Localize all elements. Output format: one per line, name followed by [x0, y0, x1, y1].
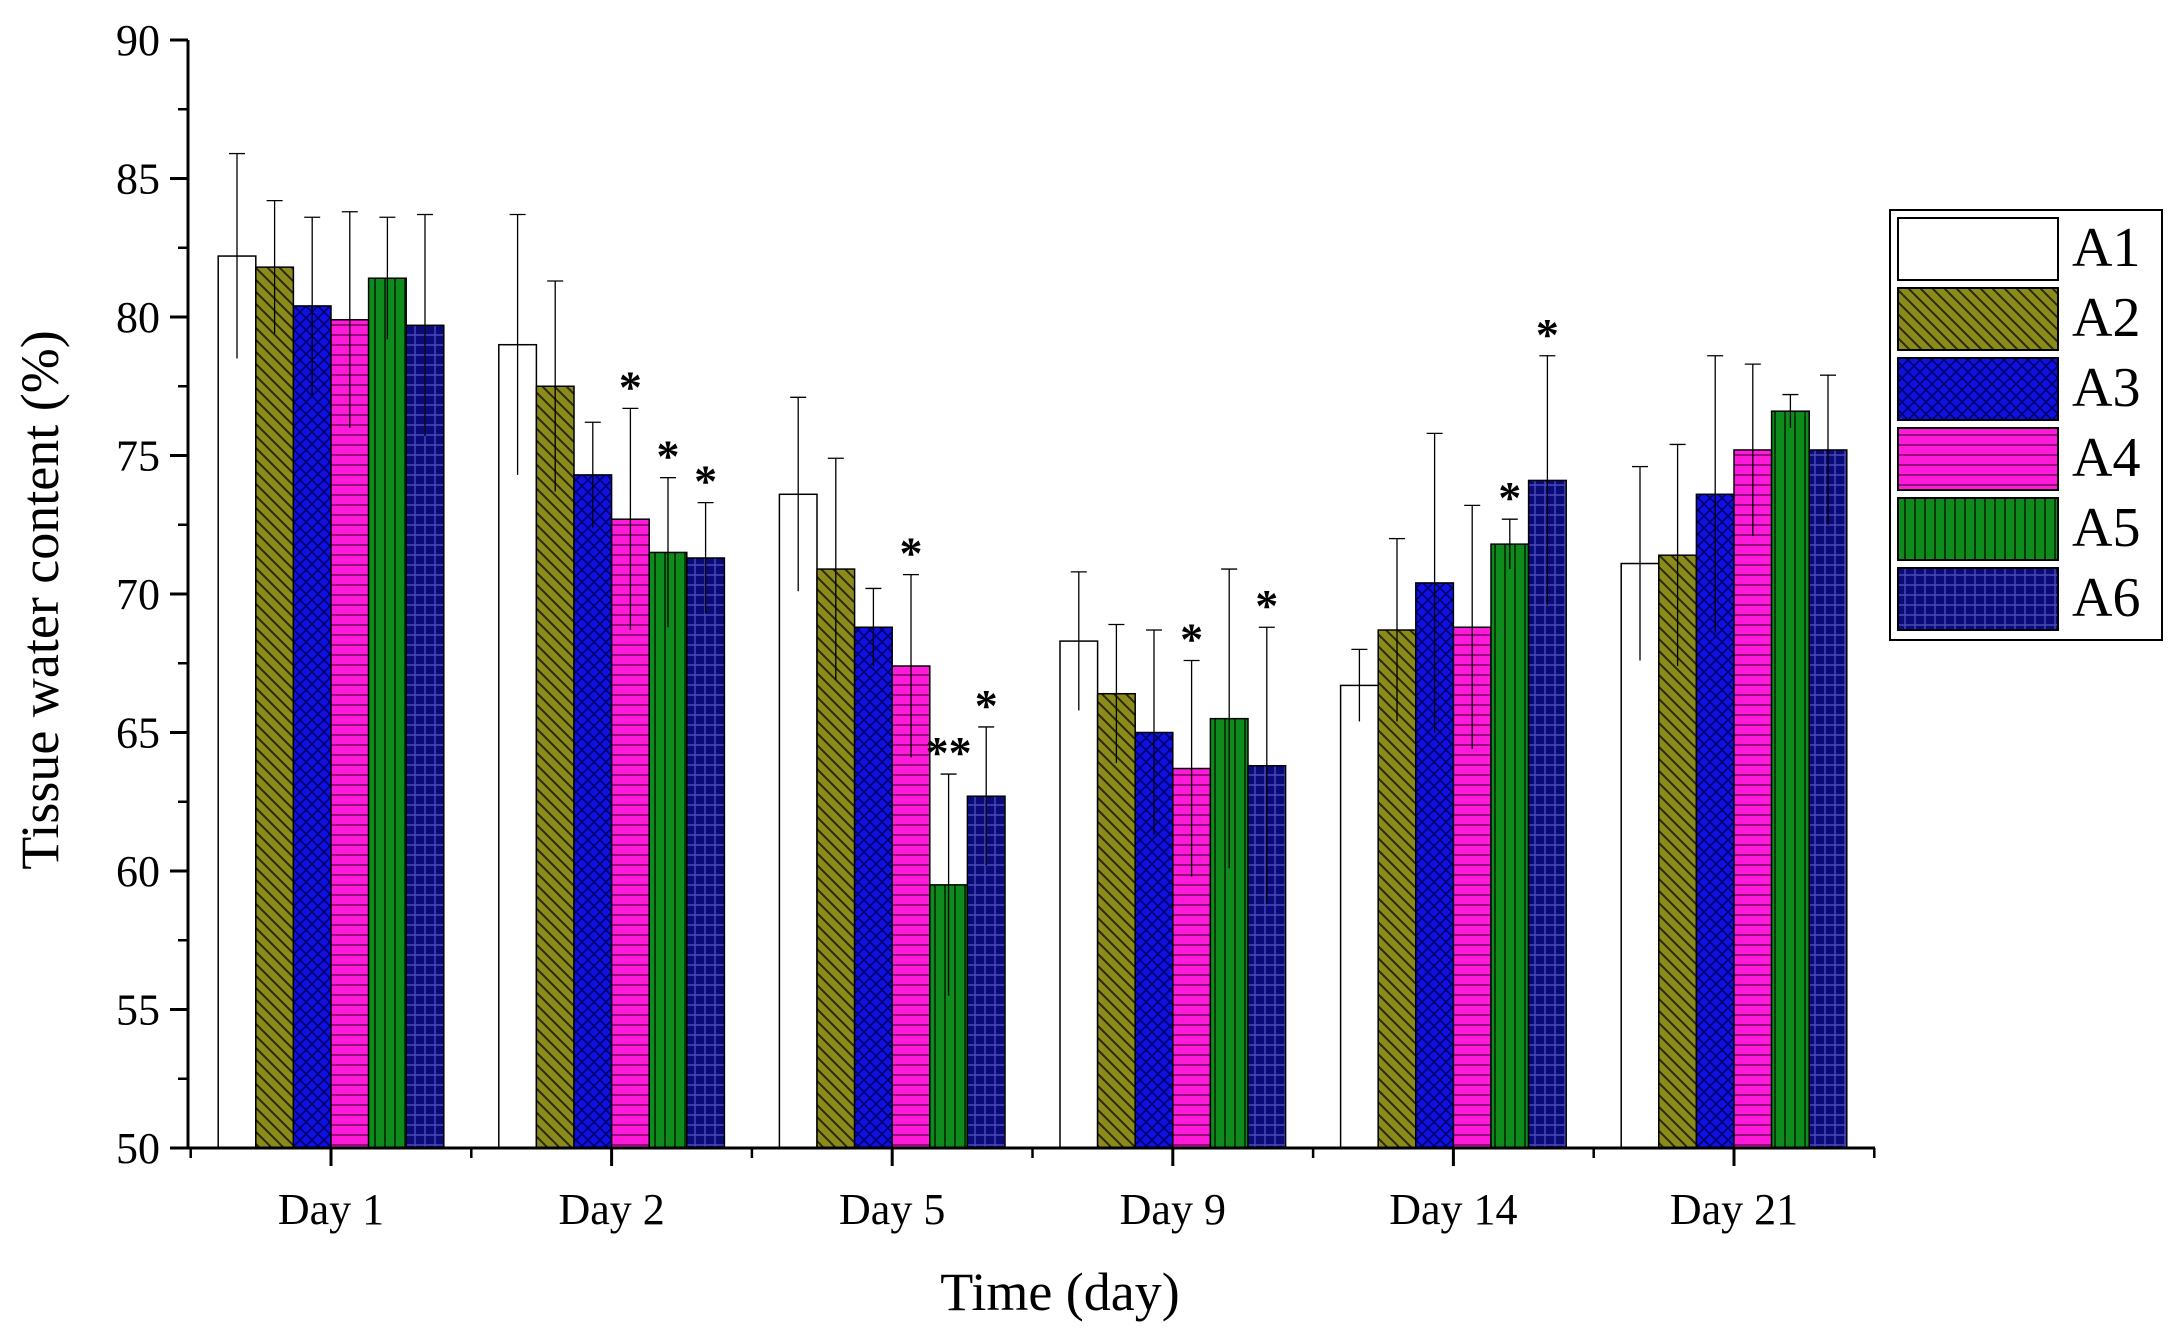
y-tick-label: 60: [116, 847, 160, 896]
legend-swatch-a5: [1897, 497, 2059, 561]
bar-a1-day-2: [498, 343, 538, 1149]
bar-a1-day-5: [778, 493, 818, 1149]
x-tick-label: Day 9: [1120, 1185, 1226, 1234]
x-tick-label: Day 1: [278, 1185, 384, 1234]
bar-a6-day-2: [686, 557, 726, 1149]
significance-mark: *: [975, 680, 998, 731]
x-tick-label: Day 5: [839, 1185, 945, 1234]
legend-swatch-a4: [1897, 427, 2059, 491]
y-tick-label: 65: [116, 709, 160, 758]
bar-a5-day-2: [648, 551, 688, 1149]
bar-a3-day-5: [853, 626, 893, 1149]
significance-mark: *: [900, 528, 923, 579]
bar-a5-day-21: [1770, 410, 1810, 1149]
y-tick-label: 55: [116, 986, 160, 1035]
x-tick-label: Day 14: [1389, 1185, 1517, 1234]
bar-a6-day-1: [405, 324, 445, 1149]
significance-mark: *: [1536, 309, 1559, 360]
legend-swatch-a6: [1897, 567, 2059, 631]
bar-a2-day-21: [1658, 554, 1698, 1149]
bar-a1-day-21: [1620, 562, 1660, 1149]
significance-mark: *: [657, 431, 680, 482]
legend-label-a2: A2: [2072, 287, 2140, 349]
y-axis-title: Tissue water content (%): [10, 330, 70, 869]
legend-label-a6: A6: [2072, 567, 2140, 629]
error-bars-layer: [229, 152, 1836, 996]
significance-mark: *: [619, 361, 642, 412]
legend-label-a4: A4: [2072, 427, 2140, 489]
significance-mark: **: [926, 727, 972, 778]
y-tick-label: 80: [116, 293, 160, 342]
significance-mark: *: [1498, 472, 1521, 523]
legend-label-a1: A1: [2072, 217, 2140, 279]
significance-mark: *: [1255, 580, 1278, 631]
bar-a1-day-9: [1059, 640, 1099, 1149]
legend: A1 A2 A3 A4 A5 A6: [1889, 209, 2163, 641]
bar-a4-day-21: [1733, 449, 1773, 1149]
legend-label-a5: A5: [2072, 497, 2140, 559]
x-tick-label: Day 2: [558, 1185, 664, 1234]
bar-a6-day-21: [1808, 449, 1848, 1149]
bar-a1-day-14: [1339, 684, 1379, 1149]
axes-layer: 50 55 60 65 70 75 80 85 90 Day 1 Day 2 Day 5 Day 9 Da…: [116, 16, 1876, 1234]
bar-a4-day-1: [330, 319, 370, 1149]
legend-swatch-a3: [1897, 357, 2059, 421]
significance-layer: ** *********: [619, 309, 1559, 778]
y-tick-label: 75: [116, 432, 160, 481]
x-tick-label: Day 21: [1670, 1185, 1798, 1234]
significance-mark: *: [694, 456, 717, 507]
y-tick-label: 90: [116, 16, 160, 65]
legend-label-a3: A3: [2072, 357, 2140, 419]
bar-a3-day-1: [292, 305, 332, 1149]
significance-mark: *: [1180, 613, 1203, 664]
y-tick-label: 70: [116, 570, 160, 619]
legend-swatch-a1: [1897, 217, 2059, 281]
bar-a5-day-1: [367, 277, 407, 1149]
bars-layer: [217, 255, 1848, 1149]
y-tick-label: 85: [116, 155, 160, 204]
x-axis-title: Time (day): [940, 1262, 1180, 1322]
legend-swatch-a2: [1897, 287, 2059, 351]
bar-a2-day-2: [535, 385, 575, 1149]
bar-a2-day-1: [255, 266, 295, 1149]
bar-a5-day-14: [1490, 543, 1530, 1149]
y-tick-label: 50: [116, 1124, 160, 1173]
bar-a3-day-2: [573, 474, 613, 1149]
bar-a1-day-1: [217, 255, 257, 1149]
